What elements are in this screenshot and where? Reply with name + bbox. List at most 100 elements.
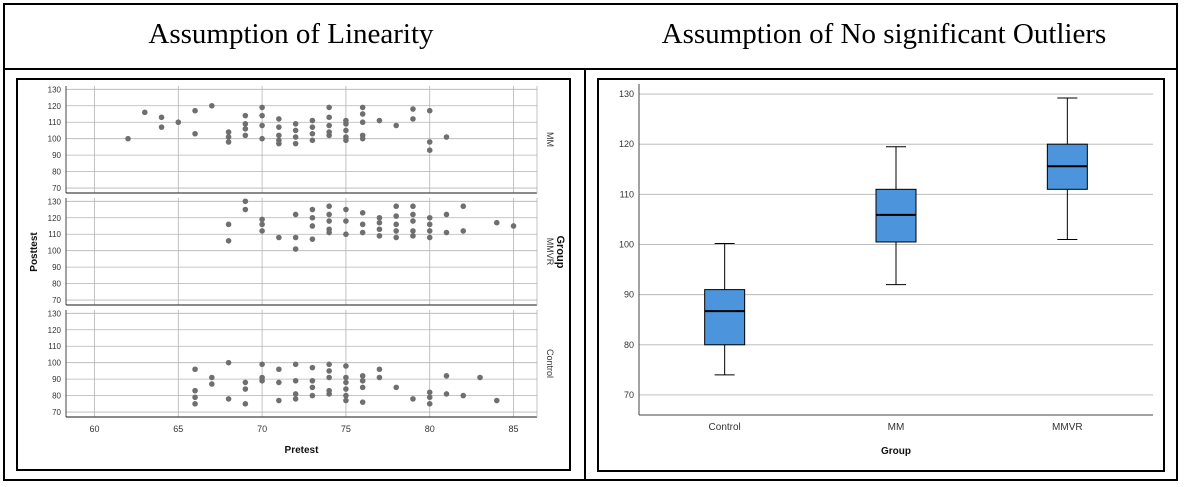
scatter-point: [158, 124, 165, 130]
scatter-point: [292, 377, 299, 384]
x-axis-title: Group: [881, 446, 911, 457]
y-tick-label: 90: [624, 290, 634, 300]
scatter-point: [393, 203, 400, 210]
y-tick-label: 130: [48, 85, 62, 94]
scatter-point: [259, 216, 265, 223]
scatter-point: [359, 135, 366, 142]
scatter-point: [393, 221, 400, 228]
scatter-point: [292, 396, 299, 402]
y-tick-label: 110: [48, 118, 61, 127]
scatter-point: [309, 124, 316, 130]
y-tick-label: 130: [48, 309, 62, 318]
x-tick-label: MM: [888, 422, 905, 433]
scatter-point: [460, 392, 467, 399]
scatter-point: [259, 135, 265, 142]
x-tick-label: Control: [709, 422, 741, 433]
facet-label-mm: MM: [545, 132, 555, 147]
scatter-point: [343, 363, 349, 369]
scatter-point: [343, 121, 349, 127]
scatter-point: [326, 203, 332, 210]
scatter-point: [326, 374, 332, 381]
scatter-point: [359, 111, 366, 117]
scatter-point: [292, 127, 299, 134]
scatter-point: [292, 140, 299, 147]
y-tick-label: 130: [48, 197, 62, 206]
scatter-point: [410, 228, 416, 234]
scatter-point: [259, 228, 265, 234]
scatter-point: [426, 234, 433, 241]
scatter-point: [343, 374, 349, 381]
scatter-point: [359, 399, 366, 405]
scatter-point: [242, 126, 249, 132]
x-axis-title: Pretest: [285, 445, 320, 456]
scatter-point: [309, 384, 316, 391]
scatter-point: [410, 116, 416, 122]
scatter-point: [225, 134, 232, 140]
y-tick-label: 90: [52, 263, 61, 272]
scatter-point: [410, 211, 416, 218]
scatter-point: [276, 116, 282, 122]
scatter-point: [309, 236, 316, 242]
scatter-point: [309, 392, 316, 399]
x-tick-label: 70: [257, 424, 267, 434]
scatter-point: [493, 219, 500, 226]
scatter-point: [359, 377, 366, 384]
scatter-point: [393, 234, 400, 241]
scatter-point: [393, 384, 400, 391]
scatter-point: [359, 210, 366, 216]
linearity-heading: Assumption of Linearity: [148, 18, 434, 50]
scatter-point: [443, 134, 450, 140]
scatter-point: [242, 198, 249, 205]
scatter-point: [225, 129, 232, 135]
heading-divider: [3, 68, 1178, 70]
scatter-point: [225, 139, 232, 145]
scatter-point: [309, 206, 316, 213]
y-tick-label: 110: [620, 189, 634, 199]
scatter-point: [309, 137, 316, 144]
x-tick-label: 80: [425, 424, 435, 434]
scatter-point: [309, 364, 316, 371]
scatter-point: [326, 211, 332, 218]
scatter-point: [443, 229, 450, 236]
scatter-point: [225, 396, 232, 402]
scatter-point: [443, 211, 450, 218]
scatter-point: [326, 122, 332, 129]
y-tick-label: 90: [52, 375, 61, 384]
scatter-point: [192, 107, 198, 114]
scatter-point: [242, 206, 249, 213]
scatter-point: [158, 114, 165, 121]
y-tick-label: 100: [48, 359, 62, 368]
scatter-point: [209, 374, 215, 381]
scatter-point: [259, 377, 265, 384]
scatter-point: [276, 124, 282, 130]
scatter-point: [359, 373, 366, 379]
y-tick-label: 120: [48, 102, 62, 111]
scatter-point: [309, 223, 316, 229]
scatter-point: [276, 366, 282, 373]
scatter-point: [343, 231, 349, 238]
scatter-point: [359, 119, 366, 126]
scatter-point: [359, 384, 366, 391]
scatter-point: [426, 107, 433, 114]
y-tick-label: 80: [624, 340, 634, 350]
scatter-point: [410, 218, 416, 224]
scatter-point: [326, 114, 332, 121]
scatter-point: [343, 218, 349, 224]
scatter-point: [276, 140, 282, 147]
scatter-point: [292, 391, 299, 397]
x-tick-label: MMVR: [1052, 422, 1083, 433]
scatter-point: [326, 132, 332, 139]
facet-label-control: Control: [545, 349, 555, 378]
scatter-point: [309, 117, 316, 124]
scatter-point: [141, 109, 148, 116]
scatter-point: [343, 397, 349, 404]
scatter-point: [209, 102, 215, 109]
outliers-panel: 70 80 90 100 110 120 130 Control MM MMVR Group: [597, 78, 1165, 472]
y-tick-label: 120: [48, 214, 62, 223]
scatter-point: [242, 401, 249, 407]
scatter-point: [292, 134, 299, 140]
scatter-point: [426, 147, 433, 153]
scatter-point: [276, 397, 282, 404]
scatter-point: [343, 379, 349, 386]
scatter-point: [259, 361, 265, 368]
